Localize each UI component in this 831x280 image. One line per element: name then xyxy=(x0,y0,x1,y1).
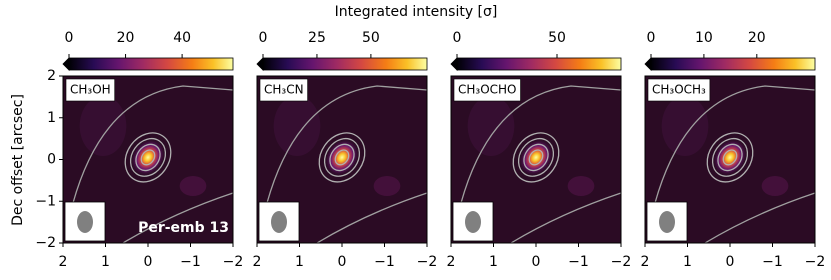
x-tick-label: 1 xyxy=(683,254,692,270)
molecule-label: CH₃OCH₃ xyxy=(652,83,706,97)
y-tick-label: 0 xyxy=(47,152,56,168)
colorbar-tick-label: 0 xyxy=(453,30,462,46)
molecule-label: CH₃OH xyxy=(70,83,111,97)
label-box xyxy=(453,78,521,102)
emission-patch xyxy=(567,176,595,196)
molecule-label: CH₃CN xyxy=(264,83,304,97)
contour xyxy=(266,85,428,204)
beam xyxy=(271,211,287,233)
contour xyxy=(124,132,172,183)
x-tick-label: 1 xyxy=(295,254,304,270)
label-box xyxy=(647,78,711,102)
x-tick-label: 0 xyxy=(532,254,541,270)
x-tick-label: −2 xyxy=(417,254,438,270)
x-tick-label: 2 xyxy=(641,254,650,270)
label-box xyxy=(65,78,115,102)
x-tick-label: 2 xyxy=(59,254,68,270)
colorbar-tick-label: 40 xyxy=(173,30,191,46)
emission-patch xyxy=(661,96,709,156)
colorbar-extend xyxy=(450,57,458,71)
emission-peak xyxy=(324,138,360,177)
colorbar-tick-label: 25 xyxy=(308,30,326,46)
contour xyxy=(122,192,234,244)
x-tick-label: −1 xyxy=(374,254,395,270)
x-tick-label: 1 xyxy=(489,254,498,270)
label-box xyxy=(259,78,308,102)
figure-title: Integrated intensity [σ] xyxy=(335,4,498,20)
contour xyxy=(517,137,555,177)
molecule-label: CH₃OCHO xyxy=(458,83,517,97)
contour xyxy=(140,149,156,166)
colorbar xyxy=(68,57,234,71)
colorbar-tick-label: 10 xyxy=(695,30,713,46)
emission-peak xyxy=(712,138,748,177)
contour xyxy=(528,149,544,166)
x-tick-label: 1 xyxy=(101,254,110,270)
colorbar xyxy=(456,57,622,71)
x-tick-label: 0 xyxy=(726,254,735,270)
contour xyxy=(704,192,816,244)
contour xyxy=(523,143,549,172)
colorbar-extend xyxy=(62,57,70,71)
x-tick-label: 0 xyxy=(338,254,347,270)
contour xyxy=(323,137,361,177)
beam xyxy=(77,211,93,233)
colorbar-extend xyxy=(256,57,264,71)
emission-patch xyxy=(79,96,127,156)
beam xyxy=(465,211,481,233)
emission-patch xyxy=(179,176,207,196)
colorbar-tick-label: 50 xyxy=(362,30,380,46)
emission-peak xyxy=(130,138,166,177)
contour xyxy=(512,132,560,183)
contour xyxy=(711,137,749,177)
emission-peak xyxy=(518,138,554,177)
emission-patch xyxy=(467,96,515,156)
contour xyxy=(722,149,738,166)
contour xyxy=(654,85,816,204)
contour xyxy=(334,149,350,166)
contour xyxy=(510,192,622,244)
x-tick-label: 2 xyxy=(447,254,456,270)
x-tick-label: 2 xyxy=(253,254,262,270)
colorbar-tick-label: 50 xyxy=(548,30,566,46)
colorbar-tick-label: 0 xyxy=(647,30,656,46)
contour xyxy=(135,143,161,172)
y-tick-label: −2 xyxy=(35,235,56,251)
colorbar-tick-label: 0 xyxy=(259,30,268,46)
x-tick-label: 0 xyxy=(144,254,153,270)
source-label: Per-emb 13 xyxy=(138,220,229,236)
emission-patch xyxy=(373,176,401,196)
colorbar-tick-label: 0 xyxy=(65,30,74,46)
contour xyxy=(460,85,622,204)
colorbar xyxy=(650,57,816,71)
contour xyxy=(329,143,355,172)
contour xyxy=(72,85,234,204)
colorbar-tick-label: 20 xyxy=(748,30,766,46)
contour xyxy=(316,192,428,244)
x-tick-label: −2 xyxy=(223,254,244,270)
y-axis-label: Dec offset [arcsec] xyxy=(10,94,26,226)
x-tick-label: −2 xyxy=(805,254,826,270)
x-tick-label: −1 xyxy=(568,254,589,270)
contour xyxy=(129,137,167,177)
contour xyxy=(706,132,754,183)
colorbar-tick-label: 20 xyxy=(117,30,135,46)
x-tick-label: −1 xyxy=(762,254,783,270)
x-tick-label: −2 xyxy=(611,254,632,270)
contour xyxy=(717,143,743,172)
beam xyxy=(659,211,675,233)
y-tick-label: −1 xyxy=(35,193,56,209)
y-tick-label: 2 xyxy=(47,68,56,84)
colorbar-extend xyxy=(644,57,652,71)
contour xyxy=(318,132,366,183)
colorbar xyxy=(262,57,428,71)
x-tick-label: −1 xyxy=(180,254,201,270)
emission-patch xyxy=(761,176,789,196)
emission-patch xyxy=(273,96,321,156)
y-tick-label: 1 xyxy=(47,110,56,126)
